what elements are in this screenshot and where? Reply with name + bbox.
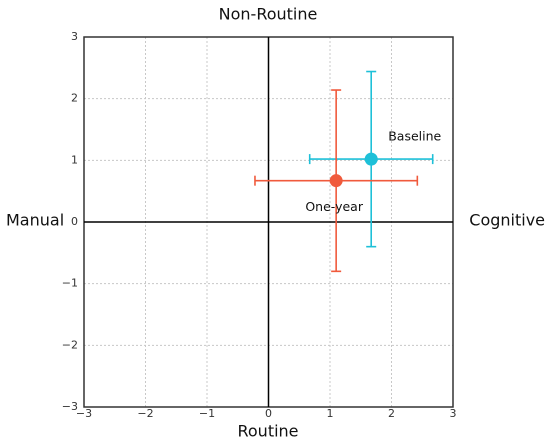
x-tick-label: −3: [76, 407, 92, 420]
point-label: One-year: [305, 199, 363, 214]
x-tick-label: 0: [265, 407, 272, 420]
y-tick-label: −3: [62, 400, 78, 413]
x-tick-label: −1: [199, 407, 215, 420]
y-tick-label: −2: [62, 338, 78, 351]
x-tick-label: −2: [137, 407, 153, 420]
point: [329, 174, 343, 188]
y-tick-label: 3: [71, 30, 78, 43]
right-label: Cognitive: [469, 211, 545, 230]
y-tick-label: −1: [62, 277, 78, 290]
y-tick-label: 2: [71, 92, 78, 105]
point-label: Baseline: [388, 129, 441, 144]
bottom-label: Routine: [237, 422, 298, 441]
left-label: Manual: [6, 211, 64, 230]
y-tick-label: 0: [71, 215, 78, 228]
x-tick-label: 2: [388, 407, 395, 420]
point: [364, 152, 378, 166]
y-tick-label: 1: [71, 153, 78, 166]
top-label: Non-Routine: [219, 5, 318, 24]
x-tick-label: 1: [327, 407, 334, 420]
x-tick-label: 3: [450, 407, 457, 420]
